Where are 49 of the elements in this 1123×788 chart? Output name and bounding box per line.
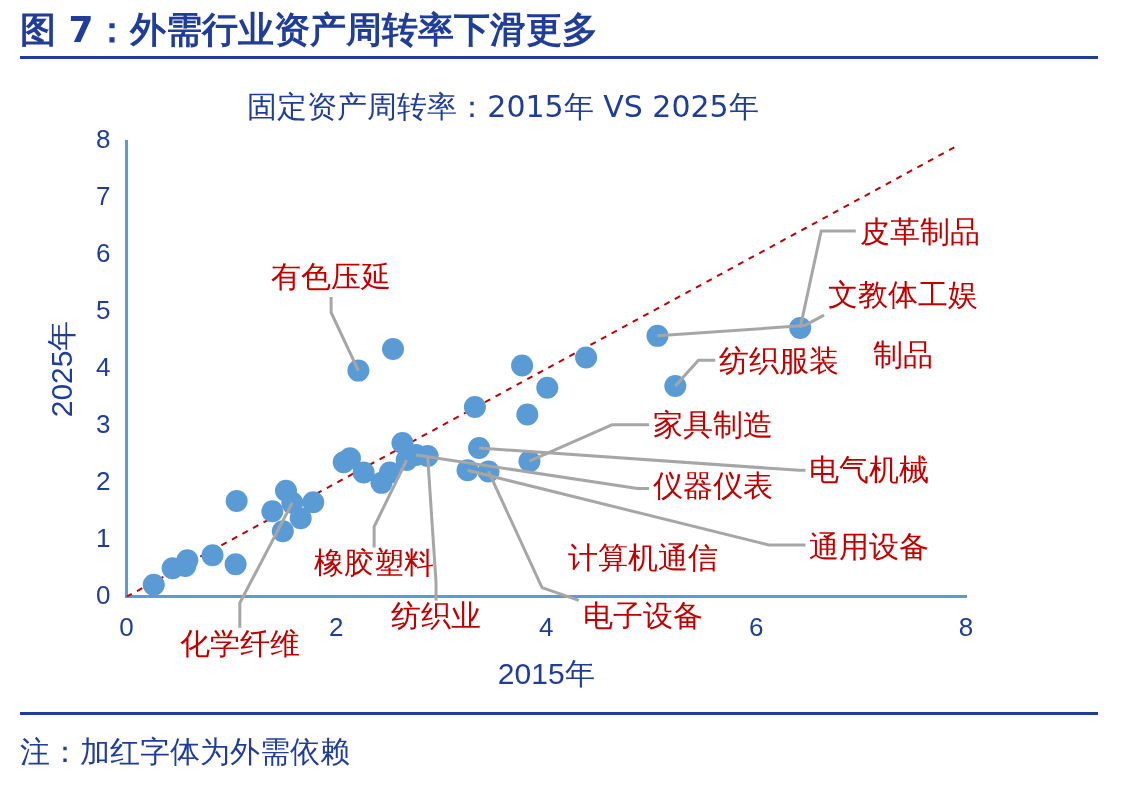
y-tick-label: 5: [95, 295, 111, 326]
x-tick-label: 2: [329, 611, 344, 642]
annotation: 皮革制品: [859, 213, 980, 249]
chart-title: 图 7：外需行业资产周转率下滑更多: [20, 8, 598, 52]
x-tick-label: 4: [539, 611, 554, 642]
chart-subtitle: 固定资产周转率：2015年 VS 2025年: [247, 88, 759, 124]
point: [463, 396, 486, 419]
point: [224, 553, 247, 576]
annotation: 通用设备: [809, 528, 930, 564]
point: [575, 346, 598, 369]
point: [516, 403, 539, 426]
y-tick-label: 1: [95, 523, 111, 553]
point: [142, 573, 165, 596]
x-tick-label: 8: [958, 611, 974, 642]
point: [646, 324, 669, 347]
annotation: 家具制造: [653, 407, 774, 443]
y-tick-label: 7: [95, 181, 111, 212]
y-tick-label: 4: [95, 352, 111, 383]
point: [338, 447, 361, 470]
point: [225, 490, 248, 513]
y-tick-label: 2: [95, 466, 111, 497]
point: [347, 359, 370, 382]
annotation: 纺织业: [391, 598, 482, 634]
y-tick-label: 6: [95, 238, 111, 269]
point: [261, 500, 284, 523]
point: [352, 461, 375, 484]
y-tick-label: 3: [95, 409, 111, 440]
text: 注：加红字体为外需依赖: [20, 733, 350, 771]
x-axis-title: 2015年: [497, 657, 595, 691]
point: [201, 544, 224, 567]
annotation: 橡胶塑料: [314, 545, 435, 581]
annotation: 化学纤维: [179, 625, 300, 661]
annotation: 计算机通信: [567, 540, 718, 576]
annotation: 有色压延: [271, 258, 392, 294]
point: [511, 354, 534, 377]
y-axis-title: 2025年: [45, 320, 79, 418]
x-tick-label: 0: [119, 611, 134, 642]
point: [536, 376, 559, 399]
y-tick-label: 0: [95, 579, 111, 610]
y-tick-label: 8: [95, 124, 111, 155]
x-tick-label: 6: [748, 611, 764, 642]
point: [302, 491, 325, 514]
point: [382, 337, 405, 360]
annotation: 电气机械: [809, 452, 930, 488]
point: [281, 491, 304, 514]
point: [468, 437, 491, 460]
annotation: 仪器仪表: [653, 468, 774, 504]
point: [664, 374, 687, 397]
annotation: 电子设备: [582, 598, 703, 634]
